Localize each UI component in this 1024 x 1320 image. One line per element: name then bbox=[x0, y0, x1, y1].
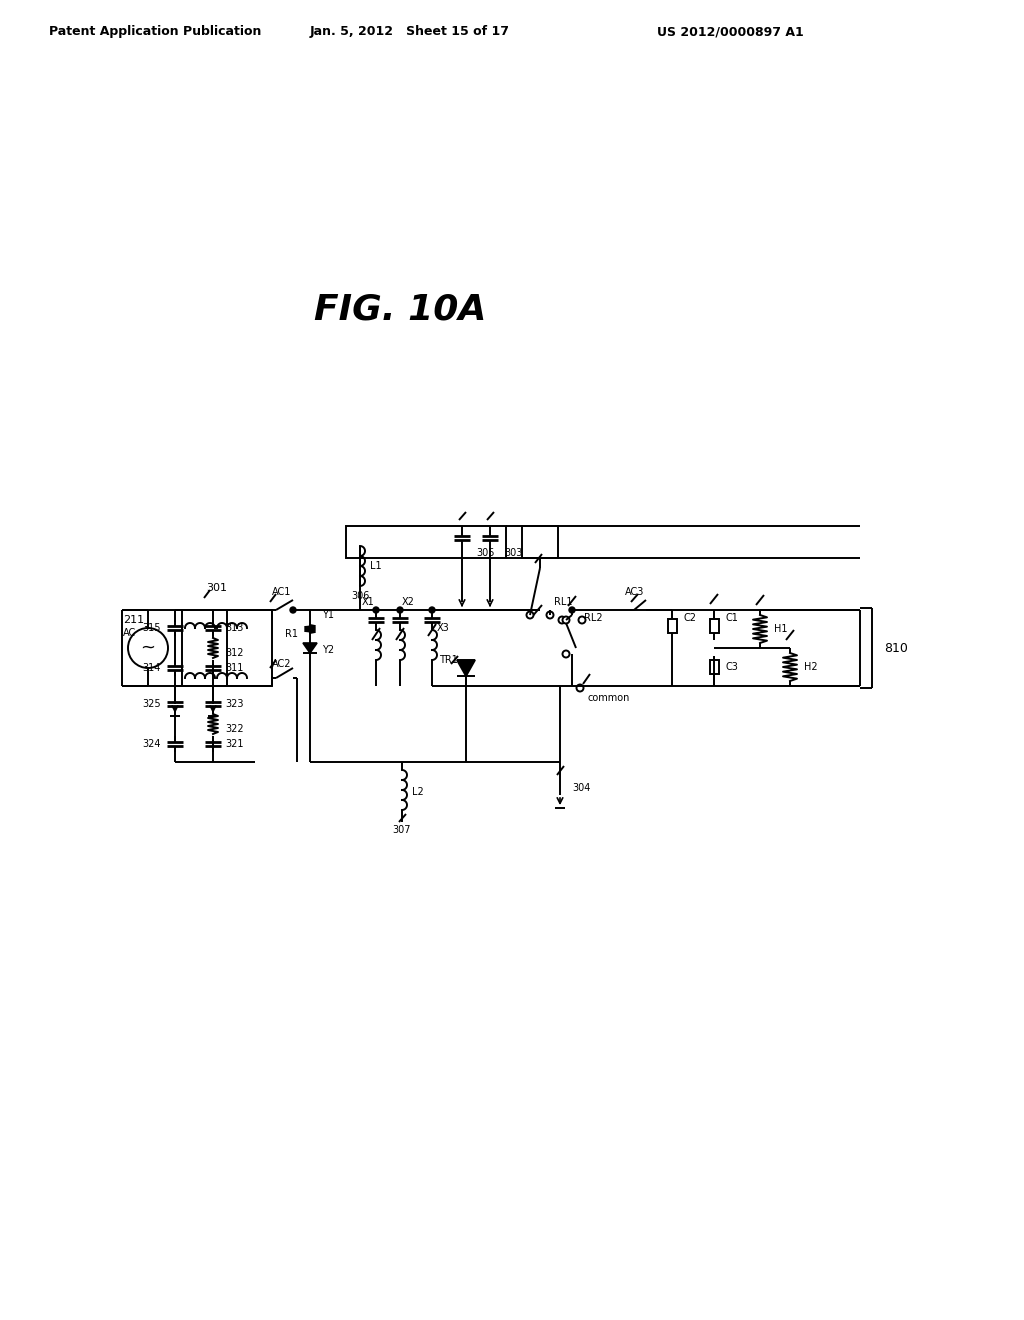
Circle shape bbox=[577, 685, 584, 692]
Text: C1: C1 bbox=[726, 612, 739, 623]
Polygon shape bbox=[303, 643, 317, 653]
Text: 323: 323 bbox=[225, 700, 244, 709]
Text: FIG. 10A: FIG. 10A bbox=[313, 293, 486, 327]
Circle shape bbox=[373, 607, 379, 612]
Text: H2: H2 bbox=[804, 663, 817, 672]
Bar bbox=[522, 525, 558, 558]
Circle shape bbox=[429, 607, 435, 612]
Circle shape bbox=[562, 651, 569, 657]
Text: C2: C2 bbox=[684, 612, 697, 623]
Circle shape bbox=[397, 607, 403, 612]
Circle shape bbox=[547, 611, 554, 619]
Text: 325: 325 bbox=[142, 700, 161, 709]
Circle shape bbox=[526, 611, 534, 619]
Text: R1: R1 bbox=[285, 630, 298, 639]
Text: 324: 324 bbox=[142, 739, 161, 748]
Text: L1: L1 bbox=[370, 561, 382, 572]
Text: 810: 810 bbox=[884, 642, 908, 655]
Text: X2: X2 bbox=[401, 597, 415, 607]
Text: C3: C3 bbox=[726, 663, 739, 672]
Text: AC3: AC3 bbox=[626, 587, 645, 597]
Bar bbox=[346, 525, 506, 558]
Text: X3: X3 bbox=[437, 623, 450, 634]
Text: RL1: RL1 bbox=[554, 597, 572, 607]
Circle shape bbox=[558, 616, 565, 623]
Text: common: common bbox=[588, 693, 631, 704]
Text: ~: ~ bbox=[140, 639, 156, 657]
Text: 314: 314 bbox=[142, 663, 161, 673]
Text: 301: 301 bbox=[207, 583, 227, 593]
Circle shape bbox=[569, 607, 575, 612]
Text: 311: 311 bbox=[225, 663, 244, 673]
Circle shape bbox=[128, 628, 168, 668]
Text: 307: 307 bbox=[393, 825, 412, 836]
Text: 315: 315 bbox=[142, 623, 161, 634]
Text: 322: 322 bbox=[225, 723, 244, 734]
Text: 303: 303 bbox=[504, 548, 522, 558]
Bar bbox=[710, 660, 719, 675]
Text: RL2: RL2 bbox=[584, 612, 603, 623]
Text: L2: L2 bbox=[412, 787, 424, 797]
Text: 304: 304 bbox=[572, 783, 591, 793]
Text: 211: 211 bbox=[123, 615, 144, 624]
Bar bbox=[668, 619, 677, 634]
Bar bbox=[710, 619, 719, 634]
Text: 312: 312 bbox=[225, 648, 244, 657]
Text: 305: 305 bbox=[476, 548, 495, 558]
Text: 321: 321 bbox=[225, 739, 244, 748]
Text: Jan. 5, 2012   Sheet 15 of 17: Jan. 5, 2012 Sheet 15 of 17 bbox=[310, 25, 510, 38]
Circle shape bbox=[579, 616, 586, 623]
Text: 306: 306 bbox=[351, 591, 370, 601]
Text: Y1: Y1 bbox=[322, 610, 334, 620]
Text: AC2: AC2 bbox=[272, 659, 292, 669]
Polygon shape bbox=[457, 660, 475, 676]
Text: X1: X1 bbox=[361, 597, 375, 607]
Text: TR1: TR1 bbox=[438, 655, 458, 665]
Circle shape bbox=[290, 607, 296, 612]
Text: 313: 313 bbox=[225, 623, 244, 634]
Text: AC: AC bbox=[123, 628, 136, 638]
Text: AC1: AC1 bbox=[272, 587, 292, 597]
Bar bbox=[182, 610, 272, 686]
Text: H1: H1 bbox=[774, 624, 787, 634]
Text: US 2012/0000897 A1: US 2012/0000897 A1 bbox=[656, 25, 804, 38]
Text: Patent Application Publication: Patent Application Publication bbox=[49, 25, 261, 38]
Text: Y2: Y2 bbox=[322, 645, 334, 655]
Circle shape bbox=[562, 616, 569, 623]
